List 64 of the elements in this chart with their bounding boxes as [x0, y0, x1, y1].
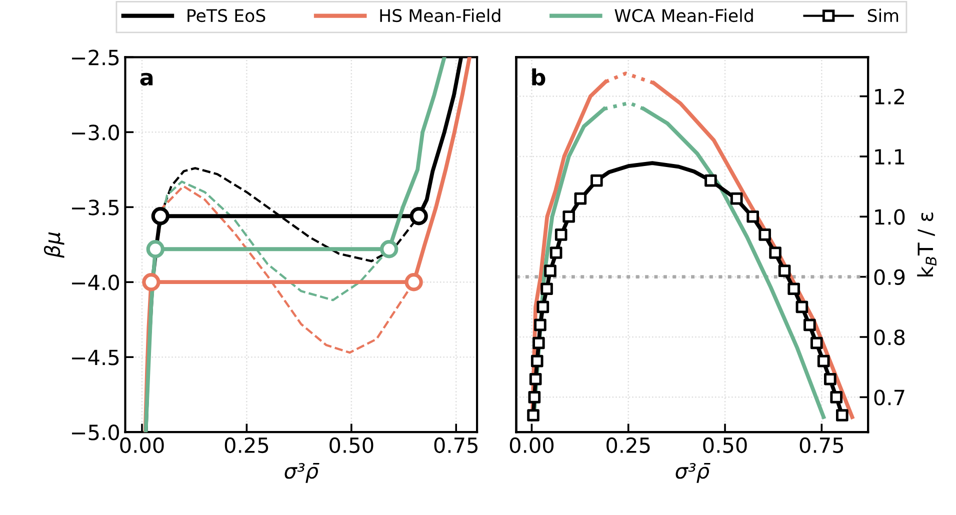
point: [528, 391, 541, 404]
point: [796, 300, 808, 314]
y2-axis-title: k$_{B}$T / ε: [917, 212, 936, 276]
point: [788, 282, 800, 296]
point: [730, 192, 743, 205]
x-tick-label: 0.75: [434, 437, 478, 454]
point: [536, 300, 550, 314]
y-tick-label: −3.0: [72, 124, 119, 140]
legend-label: Sim: [868, 8, 898, 22]
legend-label: WCA Mean-Field: [614, 8, 753, 22]
x-tick-label: 0.25: [224, 437, 268, 454]
point: [540, 282, 553, 296]
point: [529, 372, 542, 386]
legend-label: PeTS EoS: [188, 8, 266, 22]
x-axis-title: σ³ρ̄: [676, 462, 710, 483]
point: [410, 207, 428, 226]
legend-label: HS Mean-Field: [380, 8, 500, 22]
point: [530, 354, 544, 368]
point: [824, 372, 836, 386]
point: [746, 210, 759, 223]
y2-tick-label: 1.0: [875, 209, 905, 225]
y2-tick-label: 0.7: [874, 390, 904, 406]
y2-tick-label: 0.9: [874, 269, 905, 286]
point: [804, 318, 816, 332]
point: [704, 174, 717, 187]
point: [146, 240, 164, 258]
point: [810, 336, 823, 350]
y-tick-label: −3.5: [72, 200, 119, 216]
point: [758, 228, 771, 241]
point: [151, 207, 170, 226]
point: [590, 174, 603, 187]
point: [550, 246, 562, 259]
y2-tick-label: 0.8: [874, 329, 905, 346]
x-tick-label: 0.25: [606, 437, 650, 454]
point: [830, 391, 843, 404]
x-tick-label: 0.00: [120, 437, 164, 454]
point: [527, 409, 540, 422]
point: [778, 264, 791, 277]
point: [534, 318, 546, 332]
x-tick-label: 0.50: [330, 437, 374, 454]
y-tick-label: −2.5: [72, 50, 119, 66]
x-tick-label: 0.00: [510, 437, 554, 454]
x-tick-label: 0.50: [703, 437, 747, 454]
point: [544, 264, 556, 277]
point: [554, 228, 568, 241]
point: [817, 354, 830, 368]
y-tick-label: −4.0: [72, 274, 119, 290]
point: [769, 246, 782, 259]
x-axis-title: σ³ρ̄: [284, 462, 320, 483]
point: [836, 409, 848, 422]
point: [574, 192, 587, 205]
y-tick-label: −4.5: [72, 350, 119, 366]
point: [562, 210, 575, 223]
y2-tick-label: 1.1: [875, 149, 904, 164]
point: [380, 240, 398, 258]
y-axis-title: βμ: [44, 232, 64, 258]
y-tick-label: −5.0: [72, 424, 119, 440]
point: [404, 273, 423, 292]
annotation: a: [140, 72, 153, 86]
x-tick-label: 0.75: [800, 437, 844, 454]
point: [532, 336, 545, 350]
annotation: b: [532, 68, 546, 86]
y2-tick-label: 1.2: [875, 88, 904, 104]
point: [142, 273, 160, 292]
